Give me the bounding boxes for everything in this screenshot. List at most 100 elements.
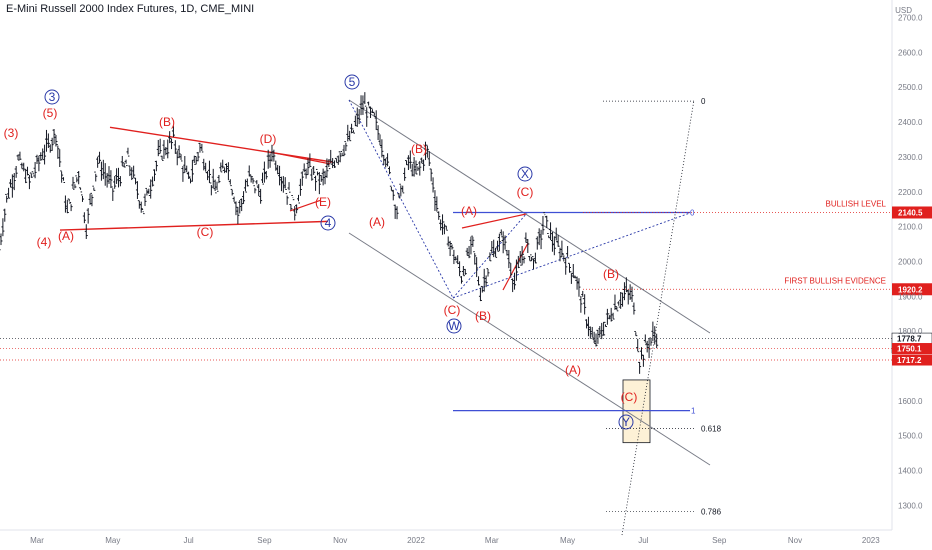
- price-bar: [418, 160, 422, 176]
- price-bar: [583, 294, 587, 315]
- price-bar: [243, 179, 247, 193]
- price-bar: [550, 231, 554, 252]
- price-bar: [126, 147, 130, 157]
- fib-label: 1: [691, 407, 696, 416]
- wave-label-blue: X: [521, 167, 529, 181]
- price-bar: [152, 169, 156, 182]
- price-bar: [60, 170, 64, 183]
- y-tick-label: 2000.0: [898, 257, 923, 266]
- price-bar: [221, 159, 225, 171]
- price-bar: [22, 162, 26, 172]
- wave-label-red: (C): [517, 185, 534, 199]
- price-bar: [456, 255, 460, 265]
- price-bar: [541, 216, 545, 235]
- price-bar: [88, 193, 92, 205]
- price-bar: [279, 176, 283, 192]
- price-bar: [264, 170, 268, 180]
- price-bar: [12, 173, 16, 191]
- price-bar: [372, 111, 376, 117]
- price-bar: [537, 228, 541, 246]
- price-bar: [367, 101, 371, 108]
- price-bar: [236, 206, 240, 225]
- price-bar: [638, 361, 642, 374]
- price-bars: [0, 92, 659, 374]
- price-bar: [274, 160, 278, 171]
- price-bar: [535, 236, 539, 250]
- projection-line: [452, 212, 691, 299]
- price-bar: [291, 194, 295, 201]
- price-bar: [232, 196, 236, 204]
- price-bar: [217, 174, 221, 184]
- price-bar: [408, 150, 412, 169]
- price-bar: [566, 246, 570, 259]
- price-bar: [262, 161, 266, 183]
- price-bar: [206, 171, 210, 181]
- price-bar: [334, 157, 338, 164]
- price-bar: [308, 153, 312, 168]
- price-bar: [56, 144, 60, 159]
- fib-label: 0: [701, 97, 706, 106]
- price-bar: [501, 231, 505, 254]
- price-bar: [378, 134, 382, 146]
- price-bar: [247, 165, 251, 177]
- price-bar: [84, 224, 88, 239]
- price-bar: [249, 174, 253, 183]
- price-bar: [5, 193, 9, 203]
- wave-label-red: (A): [565, 363, 581, 377]
- price-bar: [10, 174, 14, 198]
- price-bar: [18, 151, 22, 160]
- price-bar: [147, 188, 151, 197]
- price-bar: [486, 268, 490, 277]
- y-tick-label: 2300.0: [898, 153, 923, 162]
- price-bar: [435, 196, 439, 212]
- price-bar: [433, 190, 437, 211]
- price-bar: [423, 141, 427, 161]
- price-bar: [128, 165, 132, 177]
- y-tick-label: 2600.0: [898, 48, 923, 57]
- price-bar: [585, 319, 589, 329]
- price-bar: [315, 168, 319, 176]
- price-bar: [226, 162, 230, 181]
- currency-label: USD: [895, 6, 912, 15]
- price-bar: [323, 170, 327, 185]
- price-bar: [251, 176, 255, 184]
- price-bar: [304, 168, 308, 179]
- drawing-layer: [59, 99, 711, 536]
- price-bar: [640, 347, 644, 360]
- price-bar: [552, 236, 556, 256]
- price-bar: [52, 128, 56, 144]
- y-tick-label: 2400.0: [898, 118, 923, 127]
- wave-b-line: [502, 242, 529, 291]
- price-bar: [338, 151, 342, 163]
- price-bar: [355, 107, 359, 127]
- channel-upper-line: [348, 99, 711, 334]
- price-bar: [14, 165, 18, 178]
- price-bar: [594, 333, 598, 347]
- price-bar: [26, 166, 30, 176]
- price-bar: [514, 259, 518, 281]
- price-bar: [461, 265, 465, 277]
- price-bar: [192, 155, 196, 165]
- price-bar: [24, 168, 28, 184]
- x-tick-label: Nov: [788, 536, 802, 545]
- price-bar: [3, 208, 7, 222]
- price-bar: [62, 177, 66, 184]
- price-bar: [187, 171, 191, 179]
- price-bar: [562, 253, 566, 262]
- wave-label-red: (B): [411, 142, 427, 156]
- price-bar: [454, 256, 458, 263]
- price-bar: [289, 204, 293, 211]
- price-bar: [213, 179, 217, 194]
- price-bar: [554, 227, 558, 242]
- price-bar: [329, 149, 333, 165]
- price-bar: [459, 276, 463, 284]
- x-tick-label: Mar: [30, 536, 44, 545]
- price-bar: [530, 254, 534, 262]
- x-tick-label: Mar: [485, 536, 499, 545]
- price-bar: [120, 155, 124, 167]
- price-bar: [331, 158, 335, 169]
- y-tick-label: 2700.0: [898, 14, 923, 23]
- price-bar: [37, 155, 41, 172]
- x-tick-label: 2022: [407, 536, 425, 545]
